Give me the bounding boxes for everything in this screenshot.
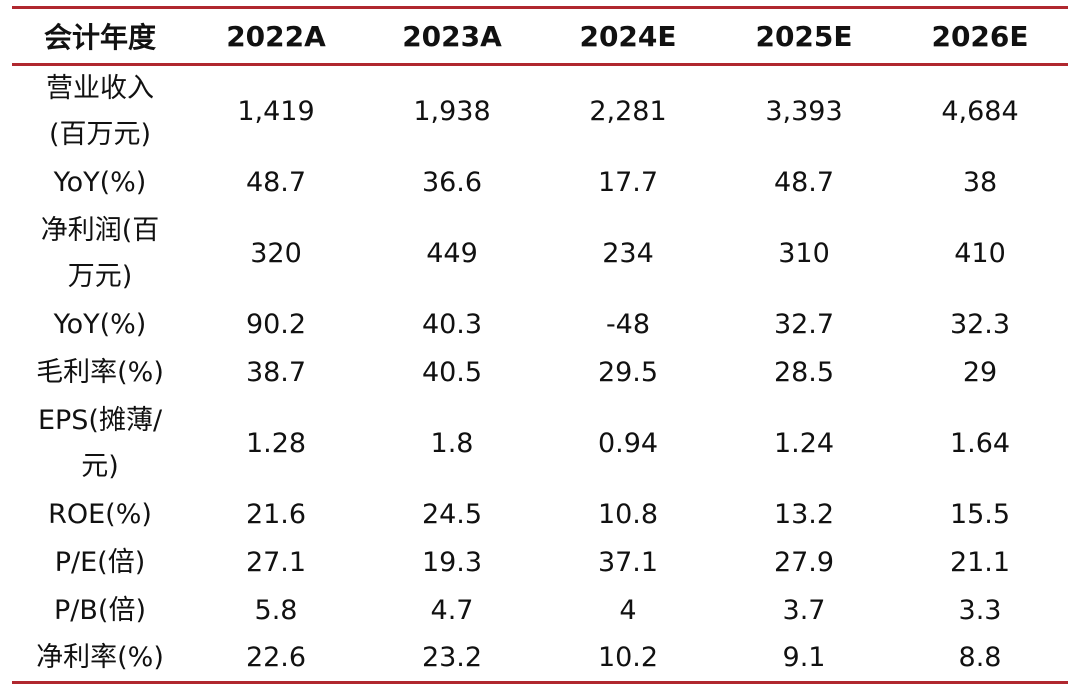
table-cell: 40.5	[421, 356, 483, 388]
table-cell: 1.28	[245, 427, 307, 459]
table-row: YoY(%) 48.7 36.6 17.7 48.7 38	[12, 159, 1068, 207]
table-cell: 3,393	[765, 96, 843, 128]
table-row: 营业收入 (百万元) 1,419 1,938 2,281 3,393 4,684	[12, 65, 1068, 159]
table-cell: 21.6	[245, 498, 307, 530]
table-row: YoY(%) 90.2 40.3 -48 32.7 32.3	[12, 301, 1068, 349]
header-year-col: 2022A	[188, 6, 364, 66]
table-cell: 449	[426, 237, 478, 269]
table-cell: 3.3	[958, 594, 1002, 626]
table-cell: 27.9	[773, 546, 835, 578]
table-cell: 90.2	[245, 308, 307, 340]
table-cell: 28.5	[773, 356, 835, 388]
table-cell: 9.1	[716, 634, 892, 684]
header-year-col: 2025E	[716, 6, 892, 66]
table-cell: 4	[619, 594, 637, 626]
table-cell: 1,419	[237, 96, 315, 128]
table-cell: 29.5	[597, 356, 659, 388]
table-cell: 24.5	[421, 498, 483, 530]
table-cell: 22.6	[188, 634, 364, 684]
table-cell: 27.1	[245, 546, 307, 578]
row-label: 净利润(百万元)	[12, 207, 188, 301]
table-cell: 10.8	[597, 498, 659, 530]
table-cell: 38	[962, 166, 998, 198]
table-cell: 48.7	[773, 166, 835, 198]
table-header-row: 会计年度 2022A 2023A 2024E 2025E 2026E	[12, 6, 1068, 66]
row-label-line: P/E(倍)	[54, 546, 146, 578]
row-label-line: 元)	[81, 450, 119, 482]
table-cell: 23.2	[364, 634, 540, 684]
table-cell: 19.3	[421, 546, 483, 578]
financial-table-container: 会计年度 2022A 2023A 2024E 2025E 2026E 营业收入 (…	[12, 6, 1068, 684]
table-cell: 29	[962, 356, 998, 388]
table-cell: 37.1	[597, 546, 659, 578]
table-cell: 4,684	[941, 96, 1019, 128]
table-cell: 4.7	[430, 594, 474, 626]
table-body: 营业收入 (百万元) 1,419 1,938 2,281 3,393 4,684 YoY(%)…	[12, 65, 1068, 684]
table-row: 净利率(%) 22.6 23.2 10.2 9.1 8.8	[12, 634, 1068, 684]
table-cell: 32.3	[949, 308, 1011, 340]
row-label-line: P/B(倍)	[54, 594, 146, 626]
row-label-line: YoY(%)	[53, 166, 147, 198]
table-cell: 15.5	[949, 498, 1011, 530]
table-cell: 48.7	[245, 166, 307, 198]
table-row: EPS(摊薄/元) 1.28 1.8 0.94 1.24 1.64	[12, 397, 1068, 491]
row-label: EPS(摊薄/元)	[12, 397, 188, 491]
row-label-line: 营业收入	[46, 73, 154, 105]
header-year-col: 2026E	[892, 6, 1068, 66]
row-label: 营业收入 (百万元)	[12, 65, 188, 159]
row-label: 毛利率(%)	[12, 349, 188, 397]
header-year-col: 2023A	[364, 6, 540, 66]
header-fiscal-year: 会计年度	[12, 6, 188, 66]
table-cell: 0.94	[597, 427, 659, 459]
table-cell: 17.7	[597, 166, 659, 198]
table-row: ROE(%) 21.6 24.5 10.8 13.2 15.5	[12, 491, 1068, 539]
table-row: 净利润(百万元) 320 449 234 310 410	[12, 207, 1068, 301]
row-label: YoY(%)	[12, 301, 188, 349]
row-label-line: 净利率(%)	[36, 641, 164, 673]
table-cell: 3.7	[782, 594, 826, 626]
table-row: 毛利率(%) 38.7 40.5 29.5 28.5 29	[12, 349, 1068, 397]
row-label-line: EPS(摊薄/	[37, 404, 163, 436]
row-label: YoY(%)	[12, 159, 188, 207]
table-cell: 310	[778, 237, 830, 269]
table-cell: 8.8	[892, 634, 1068, 684]
table-cell: 1.8	[430, 427, 474, 459]
table-cell: 32.7	[773, 308, 835, 340]
row-label-line: 万元)	[67, 260, 133, 292]
table-cell: 1,938	[413, 96, 491, 128]
table-cell: 10.2	[540, 634, 716, 684]
table-cell: 1.24	[773, 427, 835, 459]
row-label-line: 净利润(百	[40, 214, 160, 246]
table-cell: -48	[605, 308, 651, 340]
row-label-line: (百万元)	[48, 119, 152, 151]
row-label-line: 毛利率(%)	[36, 356, 164, 388]
table-cell: 21.1	[949, 546, 1011, 578]
table-cell: 13.2	[773, 498, 835, 530]
financial-forecast-table: 会计年度 2022A 2023A 2024E 2025E 2026E 营业收入 (…	[12, 6, 1068, 684]
row-label: ROE(%)	[12, 491, 188, 539]
row-label-line: ROE(%)	[48, 498, 152, 530]
table-cell: 38.7	[245, 356, 307, 388]
table-cell: 2,281	[589, 96, 667, 128]
row-label: 净利率(%)	[12, 634, 188, 684]
table-cell: 410	[954, 237, 1006, 269]
table-cell: 1.64	[949, 427, 1011, 459]
table-row: P/E(倍) 27.1 19.3 37.1 27.9 21.1	[12, 539, 1068, 587]
header-year-col: 2024E	[540, 6, 716, 66]
table-cell: 40.3	[421, 308, 483, 340]
table-cell: 234	[602, 237, 654, 269]
table-row: P/B(倍) 5.8 4.7 4 3.7 3.3	[12, 587, 1068, 635]
row-label: P/E(倍)	[12, 539, 188, 587]
table-cell: 36.6	[421, 166, 483, 198]
table-cell: 5.8	[254, 594, 298, 626]
table-cell: 320	[250, 237, 302, 269]
row-label-line: YoY(%)	[53, 308, 147, 340]
row-label: P/B(倍)	[12, 587, 188, 635]
